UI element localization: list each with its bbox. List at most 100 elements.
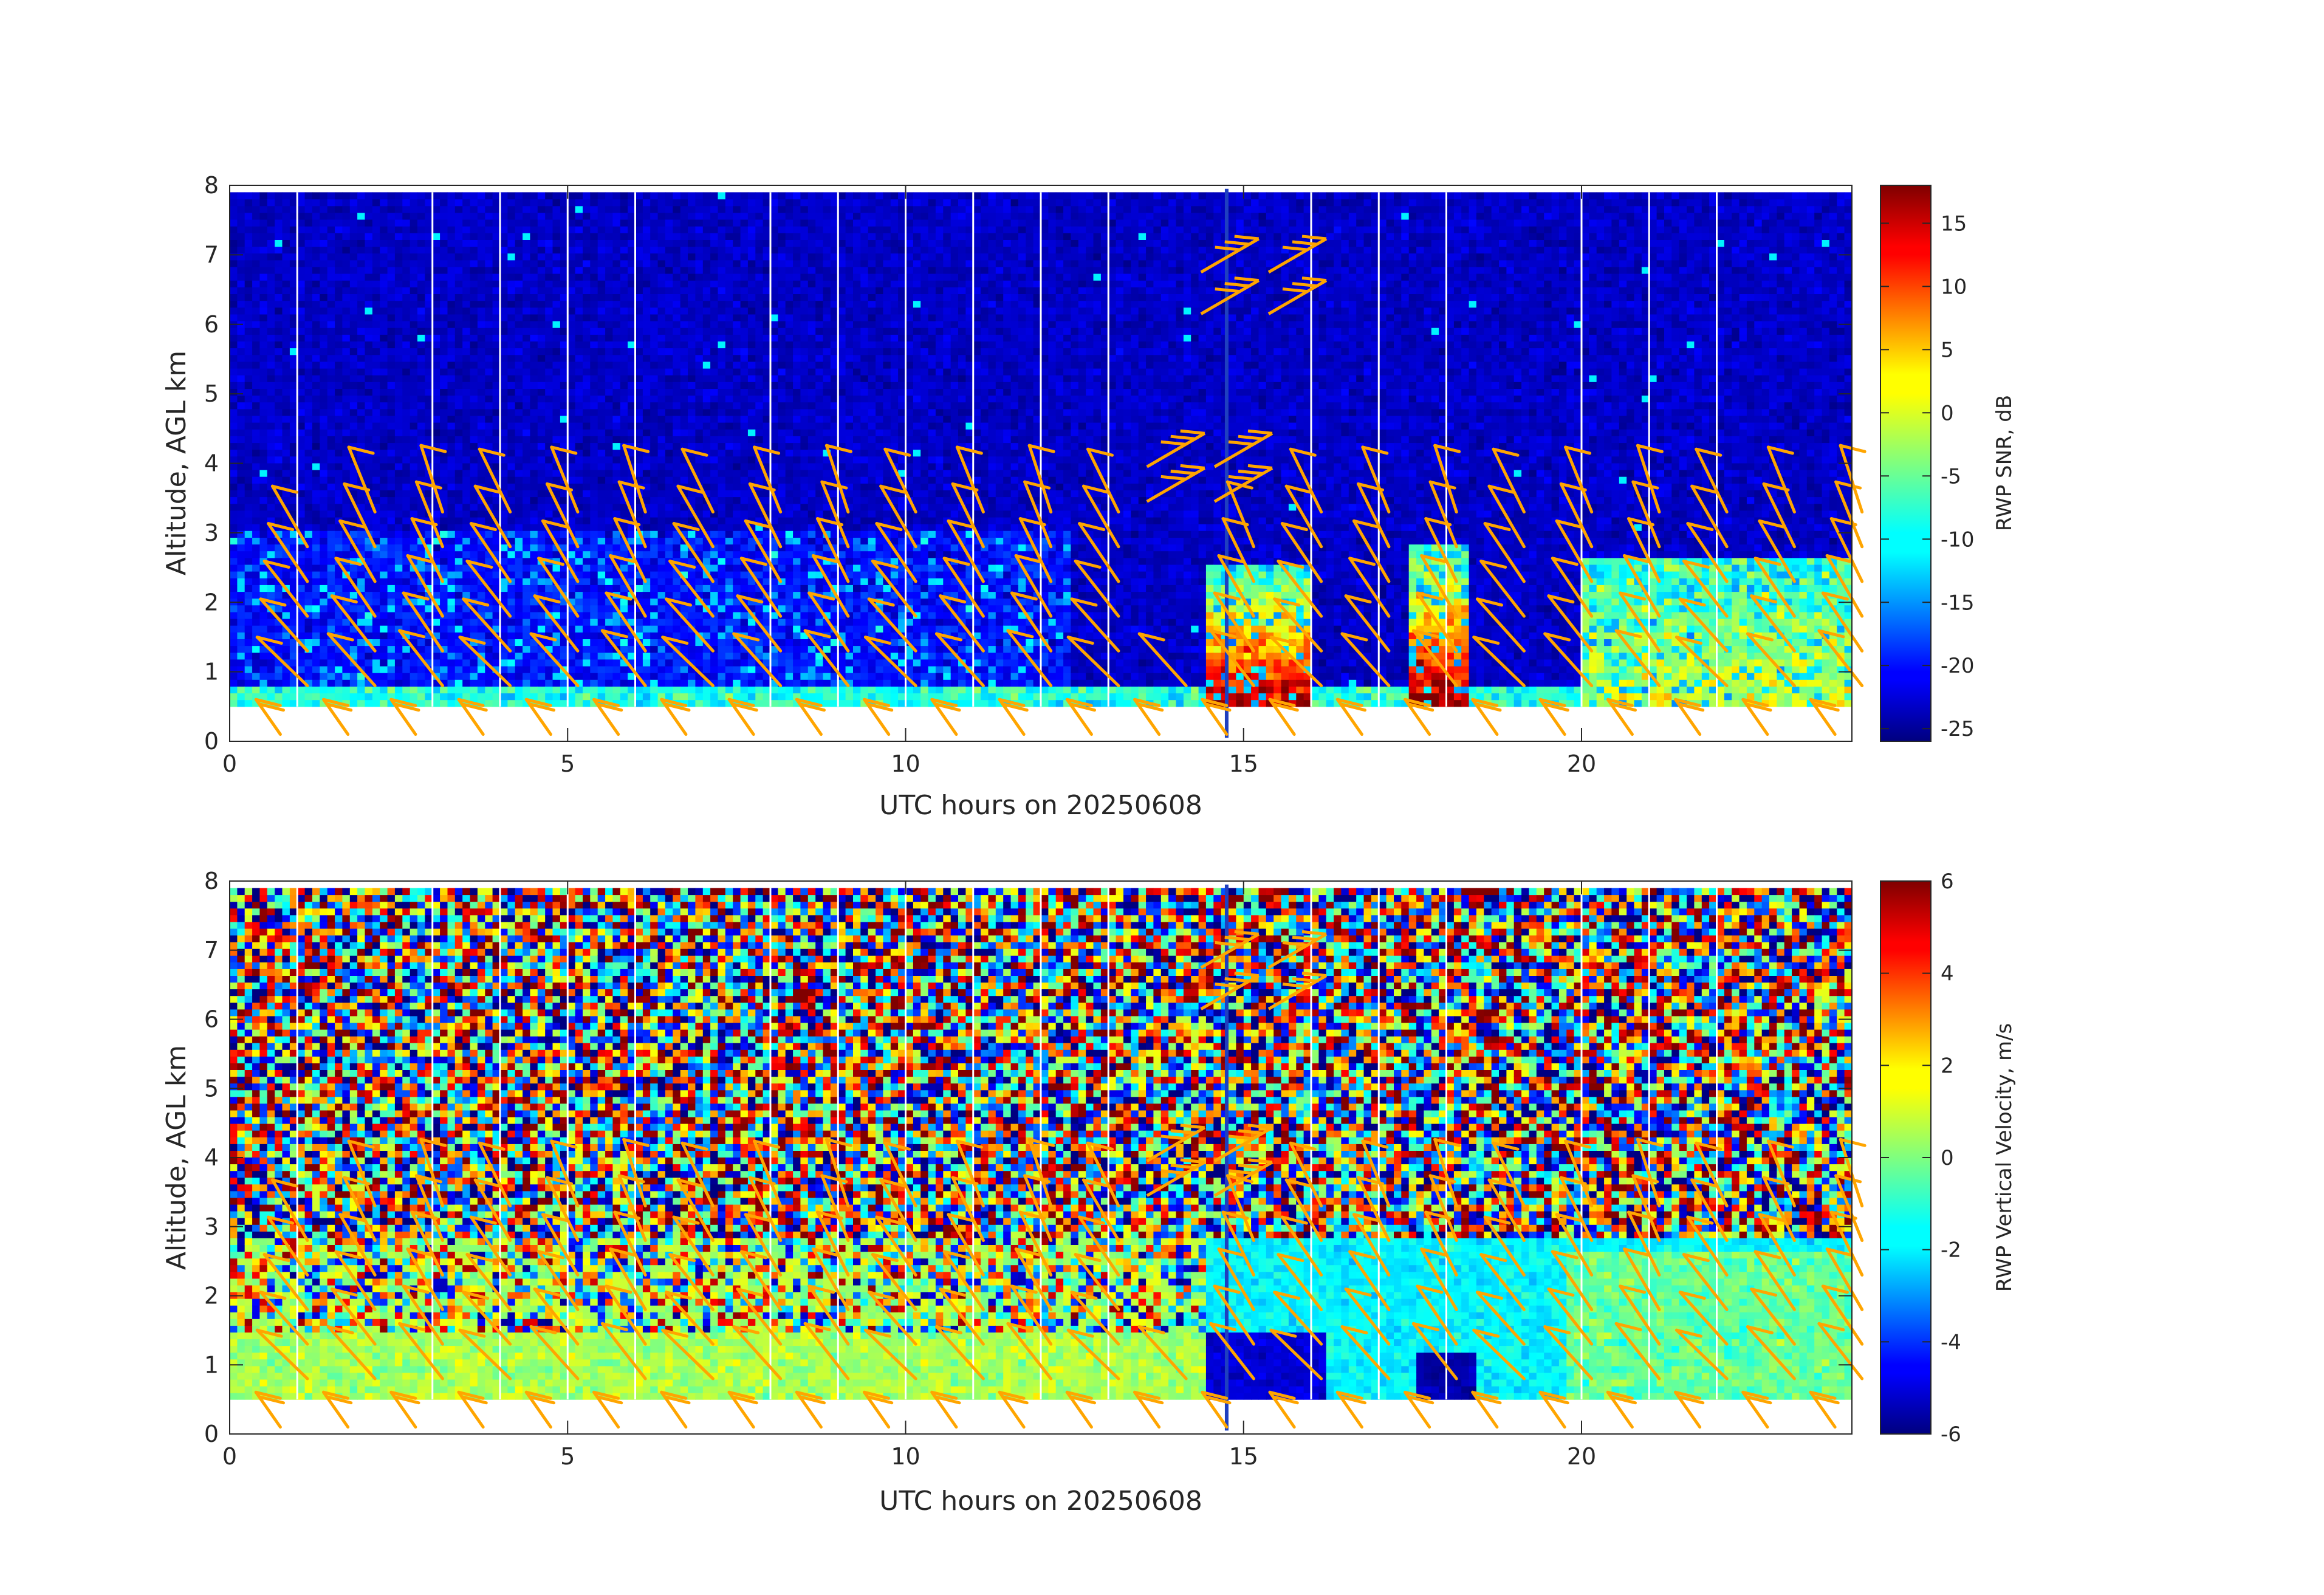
heatmap-cell [402,490,411,498]
heatmap-cell [545,368,554,376]
heatmap-cell [710,585,719,592]
heatmap-cell [447,564,456,572]
heatmap-cell [447,422,456,430]
heatmap-cell [252,470,261,477]
heatmap-cell [673,293,681,301]
heatmap-cell [425,686,433,694]
heatmap-cell [688,314,696,321]
heatmap-cell [680,375,688,382]
heatmap-cell [289,314,298,321]
heatmap-cell [372,476,380,484]
heatmap-cell [425,354,433,362]
heatmap-cell [335,470,343,477]
heatmap-cell [320,395,328,403]
heatmap-cell [372,659,380,667]
heatmap-cell [349,673,358,680]
heatmap-cell [545,585,554,592]
heatmap-cell [440,293,448,301]
heatmap-cell [492,462,501,470]
heatmap-cell [447,354,456,362]
heatmap-cell [470,619,478,626]
heatmap-cell [665,219,673,227]
heatmap-cell [507,679,516,687]
heatmap-cell [477,530,485,538]
heatmap-cell [312,300,320,308]
heatmap-cell [628,693,636,701]
heatmap-cell [695,537,704,545]
heatmap-cell [304,415,313,423]
heatmap-cell [695,571,704,578]
heatmap-cell [372,632,380,639]
heatmap-cell [387,280,396,287]
heatmap-cell [620,679,628,687]
heatmap-cell [500,253,508,261]
heatmap-cell [500,456,508,464]
heatmap-cell [440,449,448,457]
heatmap-cell [665,415,673,423]
heatmap-cell [230,368,238,376]
heatmap-cell [680,442,688,450]
heatmap-cell [425,253,433,261]
heatmap-cell [365,239,373,247]
heatmap-cell [500,402,508,410]
heatmap-cell [605,266,614,274]
heatmap-cell [620,287,628,294]
heatmap-cell [492,199,501,207]
heatmap-cell [702,300,711,308]
heatmap-cell [267,334,275,341]
heatmap-cell [252,341,261,349]
heatmap-cell [515,233,523,240]
heatmap-cell [297,253,306,261]
heatmap-cell [477,300,485,308]
heatmap-cell [477,375,485,382]
heatmap-cell [470,632,478,639]
heatmap-cell [673,652,681,660]
heatmap-cell [447,625,456,633]
heatmap-cell [380,585,388,592]
heatmap-cell [657,253,666,261]
heatmap-cell [244,686,253,694]
heatmap-cell [642,219,651,227]
heatmap-cell [702,578,711,585]
heatmap-cell [462,537,471,545]
heatmap-cell [259,280,268,287]
heatmap-cell [454,287,463,294]
heatmap-cell [244,578,253,585]
heatmap-cell [492,239,501,247]
heatmap-cell [275,619,283,626]
heatmap-cell [688,348,696,355]
heatmap-cell [590,334,598,341]
heatmap-cell [657,666,666,673]
heatmap-cell [560,280,568,287]
heatmap-cell [462,456,471,464]
heatmap-cell [642,611,651,619]
heatmap-cell [710,408,719,416]
heatmap-cell [650,361,659,369]
heatmap-cell [635,341,643,349]
heatmap-cell [530,328,538,335]
heatmap-cell [365,402,373,410]
heatmap-cell [462,219,471,227]
heatmap-cell [275,314,283,321]
heatmap-cell [575,266,583,274]
heatmap-cell [590,693,598,701]
heatmap-cell [523,524,531,531]
heatmap-cell [583,253,591,261]
heatmap-cell [583,632,591,639]
heatmap-cell [597,395,606,403]
heatmap-cell [267,673,275,680]
heatmap-cell [402,611,411,619]
heatmap-cell [477,462,485,470]
heatmap-cell [657,442,666,450]
heatmap-cell [282,476,290,484]
heatmap-cell [485,422,493,430]
heatmap-cell [410,544,418,552]
heatmap-cell [327,246,335,254]
heatmap-cell [289,192,298,200]
heatmap-cell [327,341,335,349]
heatmap-cell [537,280,546,287]
heatmap-cell [477,205,485,213]
heatmap-cell [394,375,403,382]
heatmap-cell [244,233,253,240]
heatmap-cell [432,666,440,673]
